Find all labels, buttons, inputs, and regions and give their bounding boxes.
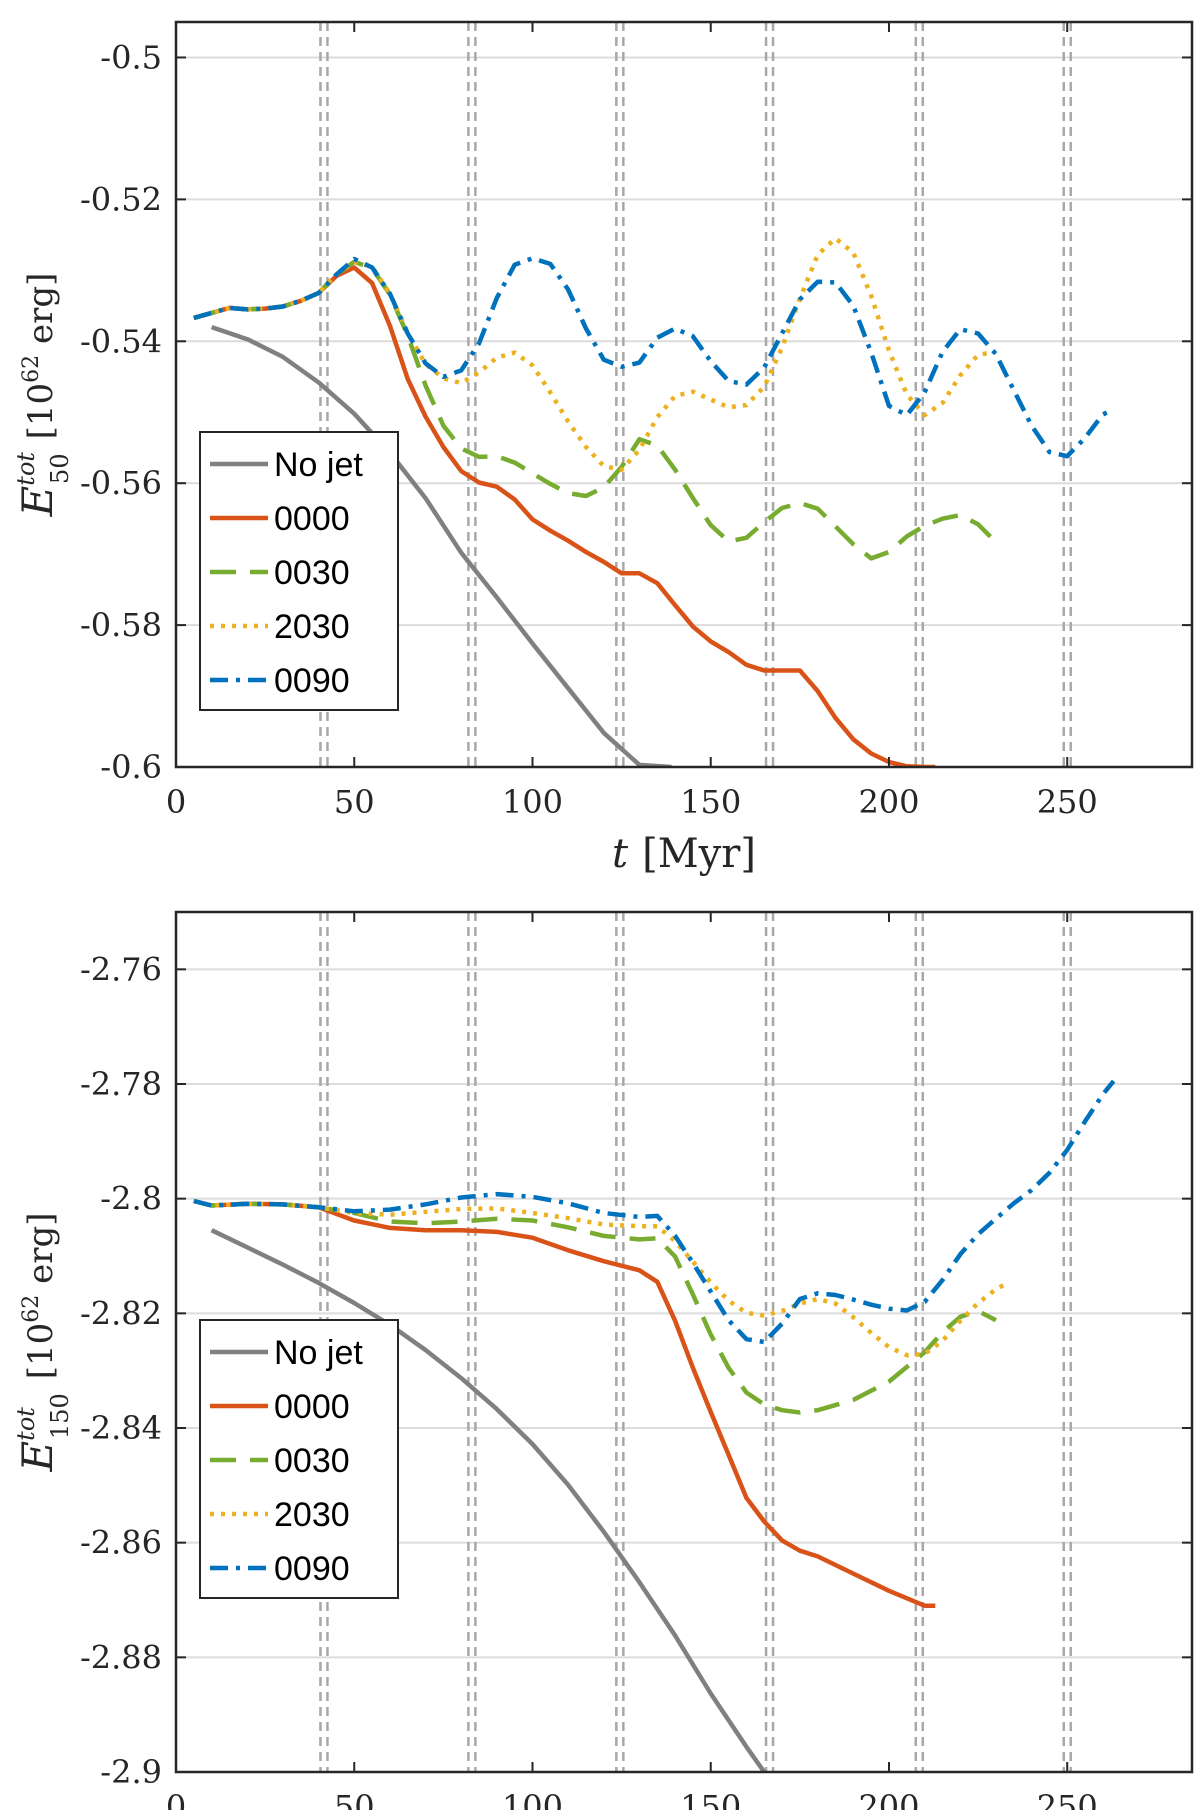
c1-series-no-jet xyxy=(210,1228,767,1772)
c0-y-axis-label-sup: tot xyxy=(12,452,40,486)
c1-legend-label-1: 0000 xyxy=(274,1388,350,1426)
c1-ytick-label-2: -2.8 xyxy=(100,1180,162,1218)
c0-xtick-label-5: 250 xyxy=(1037,783,1098,821)
c1-series-0000 xyxy=(193,1198,936,1608)
c1-ytick-label-0: -2.76 xyxy=(80,950,162,988)
c1-axes-frame xyxy=(174,910,1194,1774)
c0-x-axis-label: t [Myr] xyxy=(612,831,756,877)
c0-legend-label-1: 0000 xyxy=(274,500,350,538)
c1-y-axis-label: Etot 150 [1062 erg] xyxy=(12,1213,74,1473)
c1-y-axis-label-unit-exp: 62 xyxy=(19,1295,44,1323)
c0-ytick-label-4: -0.58 xyxy=(80,606,162,644)
c0-legend-label-0: No jet xyxy=(274,446,363,484)
c1-legend-label-2: 0030 xyxy=(274,1442,350,1480)
c0-y-axis-label: Etot 50 [1062 erg] xyxy=(12,273,74,518)
c0-series-no-jet xyxy=(210,324,672,767)
c1-xtick-label-2: 100 xyxy=(502,1788,563,1810)
c1-xtick-label-3: 150 xyxy=(680,1788,741,1810)
c1-ytick-label-7: -2.9 xyxy=(100,1753,162,1791)
c0-xtick-label-4: 200 xyxy=(858,783,919,821)
c1-ytick-label-5: -2.86 xyxy=(80,1524,162,1562)
c0-x-axis-label-unit: [Myr] xyxy=(642,831,756,877)
c0-y-axis-label-unit: [10 xyxy=(21,383,61,440)
c1-ytick-label-6: -2.88 xyxy=(80,1638,162,1676)
c1-y-axis-label-unit-end: erg] xyxy=(21,1213,61,1295)
c1-y-axis-label-unit: [10 xyxy=(21,1323,61,1380)
c1-y-axis-label-sub: 150 xyxy=(46,1393,74,1439)
c1-xtick-label-4: 200 xyxy=(858,1788,919,1810)
c1-legend-label-3: 2030 xyxy=(274,1496,350,1534)
c1-ytick-label-4: -2.84 xyxy=(80,1409,162,1447)
c0-ytick-label-0: -0.5 xyxy=(100,38,162,76)
c1-xtick-label-1: 50 xyxy=(334,1788,375,1810)
c1-y-axis-label-sup: tot xyxy=(12,1407,40,1441)
c0-y-axis-label-unit-end: erg] xyxy=(21,273,61,355)
c1-series-0090 xyxy=(193,1079,1116,1345)
c0-xtick-label-1: 50 xyxy=(334,783,375,821)
c0-legend-label-4: 0090 xyxy=(274,662,350,700)
c1-ytick-label-1: -2.78 xyxy=(80,1065,162,1103)
top-energy-chart: 0 50 100 150 200 250 -0.5 -0.52 -0.54 -0.56 -0.58 -… xyxy=(12,20,1194,877)
c0-y-axis-label-unit-exp: 62 xyxy=(19,355,44,383)
c0-xtick-label-0: 0 xyxy=(166,783,186,821)
c0-legend-label-3: 2030 xyxy=(274,608,350,646)
c0-series-0090 xyxy=(193,256,1115,459)
c1-legend-label-0: No jet xyxy=(274,1334,363,1372)
c0-xtick-label-3: 150 xyxy=(680,783,741,821)
c0-legend-label-2: 0030 xyxy=(274,554,350,592)
c0-y-axis-label-symbol: E xyxy=(13,486,62,518)
c0-x-axis-label-var: t xyxy=(612,831,629,877)
c0-series-group xyxy=(193,236,1115,767)
c0-ytick-label-5: -0.6 xyxy=(100,748,162,786)
c1-y-axis-label-symbol: E xyxy=(13,1441,62,1473)
c0-series-2030 xyxy=(193,236,997,472)
c0-axes-frame xyxy=(174,20,1194,769)
bottom-energy-chart: 0 50 100 150 200 250 -2.76 -2.78 -2.8 -2.82 -2.84 -… xyxy=(12,910,1194,1810)
c1-legend: No jet 0000 0030 2030 0090 xyxy=(199,1319,399,1599)
c0-ytick-label-1: -0.52 xyxy=(80,180,162,218)
c1-series-group xyxy=(193,1079,1116,1772)
c0-ytick-label-2: -0.54 xyxy=(80,322,162,360)
c1-legend-label-4: 0090 xyxy=(274,1550,350,1588)
c1-xtick-label-5: 250 xyxy=(1037,1788,1098,1810)
c0-y-axis-label-sub: 50 xyxy=(46,453,74,484)
c1-xtick-label-0: 0 xyxy=(166,1788,186,1810)
c1-ytick-label-3: -2.82 xyxy=(80,1294,162,1332)
c0-ytick-label-3: -0.56 xyxy=(80,464,162,502)
c0-legend: No jet 0000 0030 2030 0090 xyxy=(199,431,399,711)
c0-xtick-label-2: 100 xyxy=(502,783,563,821)
